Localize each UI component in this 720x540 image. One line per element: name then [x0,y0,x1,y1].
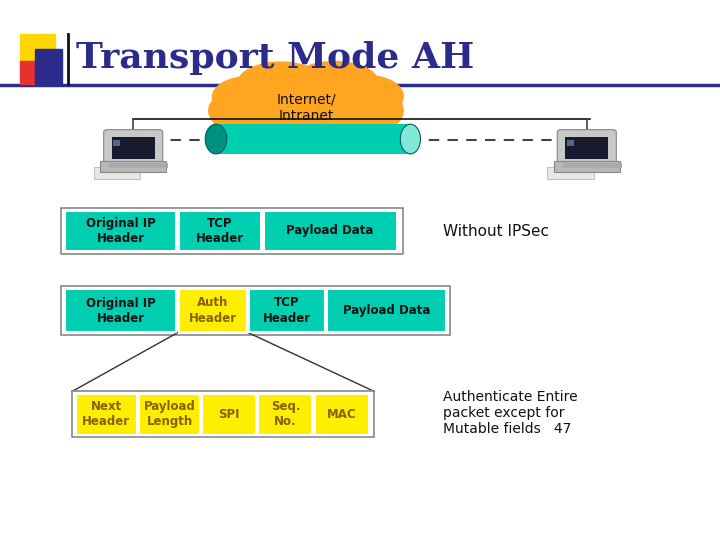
Bar [563,163,622,168]
Bar [35,49,62,84]
Ellipse shape [209,84,317,138]
FancyBboxPatch shape [104,130,163,165]
Text: Next
Header: Next Header [82,401,130,428]
Bar [315,394,369,435]
Bar [109,163,168,168]
FancyBboxPatch shape [557,130,616,165]
Text: TCP
Header: TCP Header [263,296,311,325]
Text: Seq.
No.: Seq. No. [271,401,300,428]
Bar [547,167,594,179]
Text: Payload
Length: Payload Length [143,401,196,428]
Text: Authenticate Entire
packet except for
Mutable fields   47: Authenticate Entire packet except for Mu… [443,390,577,436]
Bar [249,289,325,332]
Text: SPI: SPI [219,408,240,421]
Text: TCP
Header: TCP Header [196,217,244,245]
Ellipse shape [295,84,403,138]
Bar [20,34,55,62]
Bar [112,137,155,159]
Bar [94,167,140,179]
Ellipse shape [331,76,403,117]
Text: Internet/
Intranet: Internet/ Intranet [276,93,336,123]
Bar [72,392,374,437]
Bar [258,394,312,435]
Ellipse shape [234,68,378,138]
Bar [20,61,43,84]
Ellipse shape [400,124,420,154]
Ellipse shape [238,62,324,105]
Text: Payload Data: Payload Data [287,224,374,238]
Bar [554,161,620,172]
Ellipse shape [292,62,378,103]
Bar [76,394,137,435]
Ellipse shape [248,107,364,152]
Text: MAC: MAC [327,408,356,421]
Bar [113,140,120,146]
Text: Without IPSec: Without IPSec [443,224,549,239]
Bar [179,289,247,332]
Bar [327,289,446,332]
Bar [100,161,166,172]
Bar [565,137,608,159]
Bar [264,211,397,251]
Text: Payload Data: Payload Data [343,304,430,317]
Ellipse shape [212,77,284,118]
Bar [139,394,200,435]
Bar [567,140,574,146]
Bar [216,124,410,154]
Bar [61,208,403,254]
Text: Original IP
Header: Original IP Header [86,217,156,245]
Bar [179,211,261,251]
Bar [202,394,256,435]
Ellipse shape [205,124,227,154]
Bar [61,286,450,335]
Bar [65,289,176,332]
Text: Auth
Header: Auth Header [189,296,237,325]
Bar [65,211,176,251]
Text: Transport Mode AH: Transport Mode AH [76,41,474,75]
Text: Original IP
Header: Original IP Header [86,296,156,325]
